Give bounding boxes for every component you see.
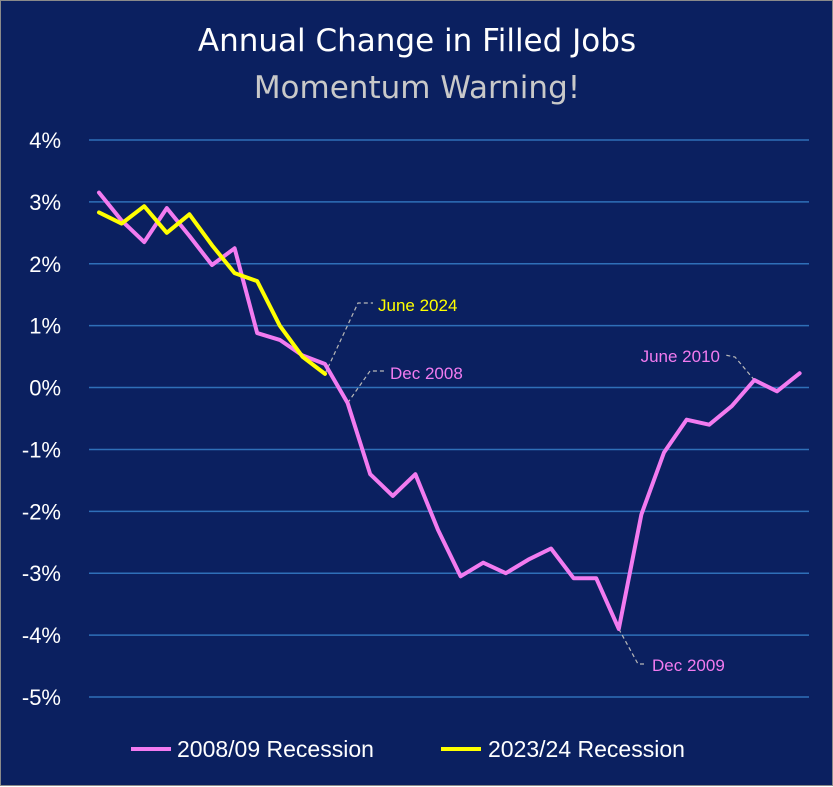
annotation-leaders [324, 302, 755, 665]
y-tick-label: 4% [29, 128, 61, 153]
y-tick-label: 0% [29, 376, 61, 401]
annotation-label: June 2010 [641, 347, 720, 366]
annotation-leader-line [724, 354, 755, 381]
y-tick-label: -5% [22, 685, 61, 710]
legend-label-2008: 2008/09 Recession [177, 736, 374, 762]
legend: 2008/09 Recession 2023/24 Recession [131, 736, 685, 762]
y-tick-label: -2% [22, 499, 61, 524]
y-tick-label: -3% [22, 561, 61, 586]
series-line-2008-09 [97, 190, 802, 631]
y-tick-label: -4% [22, 623, 61, 648]
annotation-leader-line [347, 370, 385, 404]
legend-label-2023: 2023/24 Recession [488, 736, 685, 762]
annotation-label: June 2024 [378, 296, 457, 315]
series-lines [97, 190, 802, 631]
y-tick-label: 2% [29, 252, 61, 277]
y-axis-tick-labels: 4% 3% 2% 1% 0% -1% -2% -3% -4% -5% [22, 128, 61, 710]
annotation-label: Dec 2008 [390, 364, 463, 383]
series-line-2023-24 [97, 204, 327, 376]
annotation-leader-line [324, 302, 373, 375]
annotation-leader-line [618, 628, 647, 665]
y-tick-label: 3% [29, 190, 61, 215]
chart-subtitle: Momentum Warning! [254, 70, 580, 106]
y-tick-label: -1% [22, 437, 61, 462]
y-tick-label: 1% [29, 314, 61, 339]
annotation-label: Dec 2009 [652, 656, 725, 675]
chart-title: Annual Change in Filled Jobs [198, 23, 636, 59]
annotations: June 2024 Dec 2008 Dec 2009 June 2010 [378, 296, 725, 675]
